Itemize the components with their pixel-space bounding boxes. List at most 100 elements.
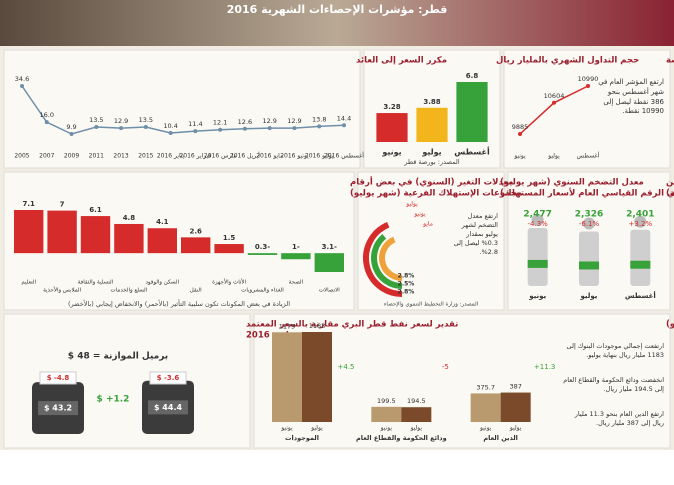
x-label: الأثاث والأجهزة xyxy=(212,278,246,286)
x-label: 2005 xyxy=(14,153,29,160)
point xyxy=(267,126,272,131)
point xyxy=(94,125,99,130)
value-label: 4.8 xyxy=(123,214,136,222)
person-band xyxy=(630,260,651,269)
x-label: أبريل 2016 xyxy=(230,152,260,160)
source: المصدر: وزارة التخطيط التنموي والإحصاء xyxy=(384,302,479,308)
x-label: يوليو xyxy=(421,148,441,157)
bar xyxy=(147,228,177,254)
person-band xyxy=(579,261,599,270)
point xyxy=(44,120,49,125)
point xyxy=(552,100,556,105)
ring-label: يوليو xyxy=(405,201,418,208)
legend-label: يونيو xyxy=(380,425,393,432)
change-label: 11.3+ xyxy=(534,363,555,371)
point xyxy=(69,132,74,136)
note-box: ارتفع المؤشر العام في شهر أغسطس بنحو 386… xyxy=(598,78,664,115)
value-label: 2.6 xyxy=(189,227,202,235)
line xyxy=(21,85,345,135)
bar xyxy=(214,244,244,254)
panel-title: مكرر السعر إلى العائد xyxy=(356,56,447,66)
diff-box xyxy=(149,371,187,385)
change-label: 4.5+ xyxy=(337,363,354,371)
point xyxy=(193,129,198,134)
person xyxy=(527,228,548,286)
note-box: ارتفعت إجمالي موجودات البنوك إلى 1183 مل… xyxy=(566,342,664,359)
value-label: 6.8 xyxy=(466,72,479,80)
note-box: انخفضت ودائع الحكومة والقطاع العام إلى 1… xyxy=(563,376,664,393)
x-label: الصحة xyxy=(289,280,304,286)
point xyxy=(20,84,24,88)
panel-title: معدلات التغير (السنوي) في بعض أرقام xyxy=(350,176,513,188)
note: ارتفعت إجمالي موجودات البنوك إلى 1183 مل… xyxy=(566,342,664,359)
header-title: قطر: مؤشرات الإحصاءات الشهرية 2016 xyxy=(227,3,448,16)
x-label: يونيو xyxy=(513,153,526,160)
x-label: 2013 xyxy=(113,153,128,160)
ring-label: مايو xyxy=(422,221,433,228)
bar xyxy=(314,253,344,272)
legend-label: يوليو xyxy=(410,425,423,432)
x-label: يوليو xyxy=(580,292,598,300)
value-label: 14.4 xyxy=(337,114,351,122)
head xyxy=(634,215,647,228)
barrel-label-box xyxy=(38,401,78,416)
value-label: 6.1 xyxy=(89,206,102,214)
panel-title: تطور السكان المسجلين المتواجدين xyxy=(666,178,674,188)
value-label: 12.1 xyxy=(213,119,227,127)
panel-subtitle: داخل البلاد (بالمليون نسمة) xyxy=(666,189,674,199)
x-label: 2009 xyxy=(64,153,79,160)
budget-label: برميل الموازنة = 48 $ xyxy=(68,352,168,362)
note-box: ارتفع معدل التضخم لشهر يوليو بمقدار 0.3%… xyxy=(454,212,498,256)
value-label: $ 44.4 xyxy=(154,403,183,412)
x-label: أغسطس xyxy=(625,291,656,300)
legend-label: يوليو xyxy=(310,425,323,432)
x-label: 2011 xyxy=(89,153,104,160)
note: الزيادة في بعض المكونات تكون سلبية التأث… xyxy=(68,299,290,308)
header-banner xyxy=(0,0,674,46)
panel-title: المؤشر العام للبورصة xyxy=(666,56,674,66)
value-label: 1.5 xyxy=(223,234,236,242)
value-label: 13.8 xyxy=(312,115,326,123)
legend-label: يونيو xyxy=(479,425,492,432)
value-label: -0.3 xyxy=(255,243,270,251)
x-label: الغذاء والمشروبات xyxy=(241,288,284,294)
x-label: أغسطس xyxy=(454,147,490,158)
source: المصدر: بورصة قطر xyxy=(403,158,460,166)
value-label: 10.4 xyxy=(163,122,177,130)
value-label: 11.4 xyxy=(188,120,202,128)
value-label: 9.9 xyxy=(66,123,76,131)
x-label: أغسطس xyxy=(577,152,600,160)
point xyxy=(317,124,322,129)
value-label: 2.5% xyxy=(398,281,415,288)
change-label: 6.1%- xyxy=(579,220,600,228)
ring xyxy=(363,221,403,297)
change-label: 3.2%+ xyxy=(628,220,652,228)
value-label: 13.5 xyxy=(139,116,153,124)
panel-subtitle: (أي معدل التغير في الرقم القياسي العام ل… xyxy=(500,187,674,199)
value-label: -1 xyxy=(292,243,300,251)
note: انخفضت ودائع الحكومة والقطاع العام إلى 1… xyxy=(563,376,664,393)
point xyxy=(242,126,247,131)
person xyxy=(579,231,599,286)
value-label: 387 xyxy=(509,383,521,391)
value-label: 3.28 xyxy=(383,103,400,111)
bar xyxy=(47,210,77,254)
point xyxy=(143,125,148,130)
value-label: 199.5 xyxy=(377,397,396,405)
x-label: الدين العام xyxy=(483,434,518,442)
x-label: 2015 xyxy=(138,153,153,160)
person-band xyxy=(527,259,548,268)
value-label: 12.6 xyxy=(238,118,252,126)
value-label: -3.1 xyxy=(322,243,337,251)
panel-title: حجم التداول الشهري بالمليار ريال xyxy=(496,56,639,66)
value-label: 2,401 xyxy=(626,210,654,220)
head xyxy=(531,214,544,226)
x-label: الاتصالات xyxy=(319,288,340,294)
value-label: 7 xyxy=(60,201,65,209)
value-label: 10604 xyxy=(544,92,565,100)
point xyxy=(292,126,297,131)
change-label: $ +1.2 xyxy=(97,395,130,405)
panel xyxy=(503,49,671,169)
